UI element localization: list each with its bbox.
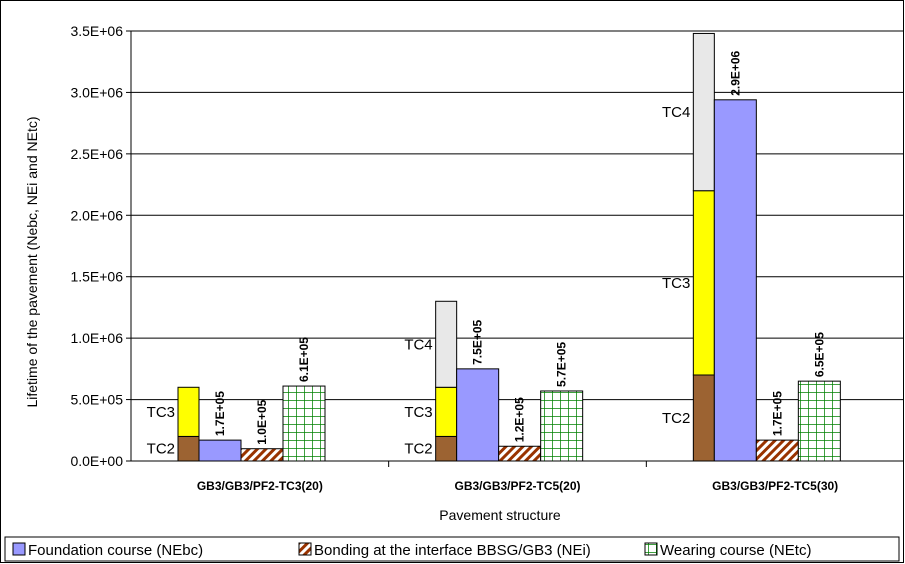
traffic-class-label: TC3 xyxy=(662,275,690,292)
y-tick-label: 2.5E+06 xyxy=(70,146,123,162)
legend-item-label: Bonding at the interface BBSG/GB3 (NEi) xyxy=(314,542,591,559)
legend-swatch xyxy=(298,542,312,556)
data-label: 1.0E+05 xyxy=(255,399,269,444)
x-axis-label: Pavement structure xyxy=(439,507,561,523)
legend-swatch xyxy=(12,542,26,556)
y-tick-label: 0.0E+00 xyxy=(70,453,123,469)
y-tick-label: 1.0E+06 xyxy=(70,330,123,346)
traffic-class-label: TC4 xyxy=(662,104,690,121)
series-bar xyxy=(198,439,242,462)
data-label: 6.1E+05 xyxy=(297,337,311,382)
y-tick-label: 1.5E+06 xyxy=(70,269,123,285)
data-label: 1.2E+05 xyxy=(513,397,527,442)
traffic-class-segment xyxy=(692,190,715,376)
data-label: 1.7E+05 xyxy=(213,391,227,436)
y-tick-label: 5.0E+05 xyxy=(70,392,123,408)
traffic-class-label: TC2 xyxy=(662,410,690,427)
data-label: 6.5E+05 xyxy=(812,332,826,377)
data-label: 5.7E+05 xyxy=(555,342,569,387)
traffic-class-segment xyxy=(692,32,715,192)
x-category-label: GB3/GB3/PF2-TC3(20) xyxy=(197,479,323,493)
y-tick-label: 2.0E+06 xyxy=(70,207,123,223)
x-category-label: GB3/GB3/PF2-TC5(30) xyxy=(712,479,838,493)
data-label: 2.9E+06 xyxy=(728,50,742,95)
series-bar xyxy=(540,390,584,462)
traffic-class-segment xyxy=(692,374,715,462)
series-bar xyxy=(713,99,757,462)
traffic-class-label: TC4 xyxy=(404,336,432,353)
series-bar xyxy=(755,439,799,462)
traffic-class-segment xyxy=(177,386,200,437)
x-category-label: GB3/GB3/PF2-TC5(20) xyxy=(454,479,580,493)
series-bar xyxy=(282,385,326,462)
traffic-class-segment xyxy=(435,435,458,462)
traffic-class-segment xyxy=(435,300,458,388)
legend-swatch xyxy=(644,542,658,556)
series-bar xyxy=(240,448,284,462)
series-bar xyxy=(797,380,841,462)
traffic-class-label: TC3 xyxy=(147,404,175,421)
traffic-class-segment xyxy=(435,386,458,437)
data-label: 7.5E+05 xyxy=(471,319,485,364)
traffic-class-label: TC2 xyxy=(404,441,432,458)
traffic-class-segment xyxy=(177,435,200,462)
y-tick-label: 3.5E+06 xyxy=(70,23,123,39)
traffic-class-label: TC2 xyxy=(147,441,175,458)
series-bar xyxy=(498,445,542,462)
legend-item-label: Wearing course (NEtc) xyxy=(660,542,811,559)
y-tick-label: 3.0E+06 xyxy=(70,84,123,100)
legend: Foundation course (NEbc) Bonding at the i… xyxy=(4,536,900,562)
series-bar xyxy=(456,368,500,462)
y-axis-label: Lifetime of the pavement (Nebc, NEi and … xyxy=(24,116,40,407)
traffic-class-label: TC3 xyxy=(404,404,432,421)
legend-box xyxy=(4,536,900,562)
data-label: 1.7E+05 xyxy=(770,391,784,436)
legend-item-label: Foundation course (NEbc) xyxy=(28,542,203,559)
